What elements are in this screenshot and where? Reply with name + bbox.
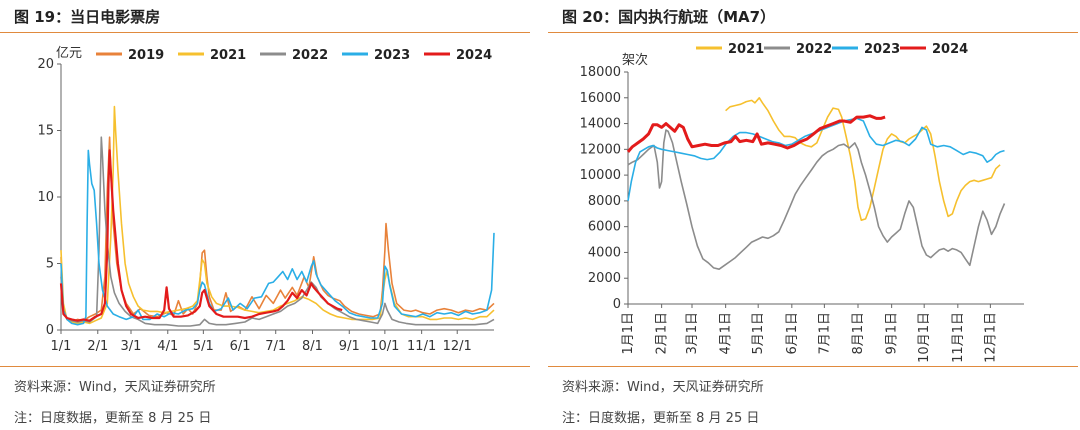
right-x-tick-label: 3月1日 (685, 312, 700, 355)
left-x-tick-label: 11/1 (407, 339, 436, 354)
left-bottom-rule (0, 366, 530, 367)
right-x-tick-label: 8月1日 (851, 312, 866, 355)
right-series-2024 (626, 114, 886, 153)
right-y-tick-label: 10000 (580, 168, 621, 183)
right-chart-title: 图 20：国内执行航班（MA7） (562, 8, 776, 26)
right-x-tick-label: 10月1日 (917, 312, 932, 363)
right-y-tick-label: 0 (613, 297, 621, 312)
right-bottom-rule (548, 366, 1078, 367)
left-y-tick-label: 15 (37, 124, 54, 139)
right-source: 资料来源：Wind，天风证券研究所 (562, 380, 764, 395)
left-x-tick-label: 3/1 (121, 339, 142, 354)
flights-chart: 架次 0 2000 4000 6000 8000 10000 12000 14000 16000 1… (580, 42, 1024, 363)
left-x-tick-label: 6/1 (230, 339, 251, 354)
left-series-2024 (59, 149, 343, 322)
right-legend-label-2024: 2024 (932, 42, 968, 57)
right-x-tick-label: 6月1日 (785, 312, 800, 355)
flights-panel: 图 20：国内执行航班（MA7） 架次 0 2000 4000 6000 8000 1000… (548, 0, 1078, 430)
right-x-tick-label: 12月1日 (983, 312, 998, 363)
left-x-tick-label: 8/1 (302, 339, 323, 354)
right-legend-label-2022: 2022 (796, 42, 832, 57)
left-top-rule (0, 32, 530, 33)
left-legend-label-2021: 2021 (210, 48, 246, 63)
left-x-tick-label: 9/1 (339, 339, 360, 354)
left-legend-label-2024: 2024 (456, 48, 492, 63)
left-legend-label-2019: 2019 (128, 48, 164, 63)
left-y-tick-label: 0 (46, 323, 54, 338)
left-x-tick-label: 7/1 (265, 339, 286, 354)
left-x-tick-label: 2/1 (87, 339, 108, 354)
right-y-tick-label: 2000 (588, 271, 621, 286)
right-legend-label-2023: 2023 (864, 42, 900, 57)
right-x-tick-label: 4月1日 (719, 312, 734, 355)
right-top-rule (548, 32, 1078, 33)
left-x-tick-label: 10/1 (370, 339, 399, 354)
right-y-tick-label: 18000 (580, 65, 621, 80)
right-x-tick-label: 11月1日 (951, 312, 966, 363)
right-y-tick-label: 8000 (588, 194, 621, 209)
right-note: 注：日度数据，更新至 8 月 25 日 (562, 411, 760, 426)
box-office-chart: 亿元 0 5 10 15 20 1/1 2/1 3/1 4/1 5/1 6/1 7/1 8/1 9/1 10/… (37, 46, 495, 354)
left-x-tick-label: 5/1 (193, 339, 214, 354)
left-y-tick-label: 20 (37, 57, 54, 72)
left-x-tick-label: 12/1 (443, 339, 472, 354)
right-series-2022 (627, 129, 1006, 270)
left-chart-title: 图 19：当日电影票房 (14, 8, 161, 26)
right-x-tick-label: 7月1日 (817, 312, 832, 355)
left-y-unit: 亿元 (56, 46, 82, 61)
left-legend-label-2023: 2023 (374, 48, 410, 63)
left-series-2021 (60, 105, 495, 325)
right-x-tick-label: 2月1日 (655, 312, 670, 355)
right-x-tick-label: 9月1日 (885, 312, 900, 355)
left-series-2019 (60, 136, 495, 323)
left-series-2022 (60, 136, 495, 327)
right-y-tick-label: 16000 (580, 91, 621, 106)
left-source: 资料来源：Wind，天风证券研究所 (14, 380, 216, 395)
left-x-tick-label: 4/1 (157, 339, 178, 354)
right-y-tick-label: 14000 (580, 117, 621, 132)
box-office-panel: 图 19：当日电影票房 亿元 0 5 10 15 20 1/1 2/1 3/1 4/1 5/1 6/1… (0, 0, 530, 430)
right-legend-label-2021: 2021 (728, 42, 764, 57)
right-y-tick-label: 6000 (588, 220, 621, 235)
left-legend-label-2022: 2022 (292, 48, 328, 63)
left-note: 注：日度数据，更新至 8 月 25 日 (14, 411, 212, 426)
right-y-tick-label: 12000 (580, 142, 621, 157)
right-series-2021 (725, 97, 1001, 221)
left-y-tick-label: 5 (46, 257, 54, 272)
left-y-tick-label: 10 (37, 190, 54, 205)
right-x-tick-label: 5月1日 (751, 312, 766, 355)
right-y-tick-label: 4000 (588, 245, 621, 260)
left-series-2023 (60, 149, 495, 326)
right-x-tick-label: 1月1日 (621, 312, 636, 355)
right-y-unit: 架次 (622, 52, 648, 68)
left-x-tick-label: 1/1 (51, 339, 72, 354)
